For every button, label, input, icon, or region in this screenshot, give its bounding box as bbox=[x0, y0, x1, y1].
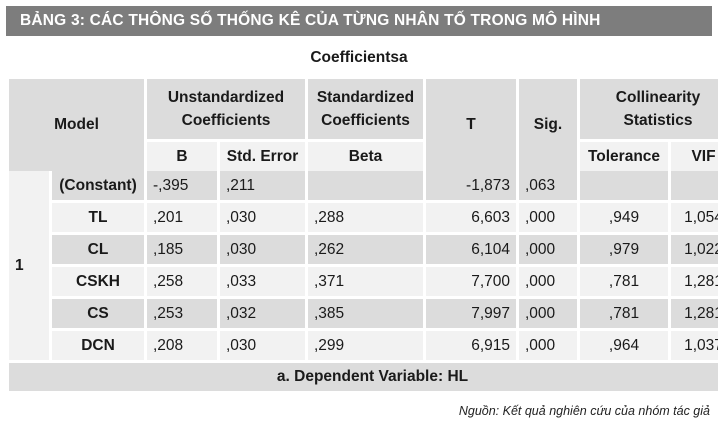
cell-vif: 1,054 bbox=[671, 203, 718, 232]
cell-tolerance bbox=[580, 171, 668, 200]
cell-beta bbox=[308, 171, 423, 200]
cell-vif: 1,022 bbox=[671, 235, 718, 264]
table-row: DCN ,208 ,030 ,299 6,915 ,000 ,964 1,037 bbox=[9, 331, 718, 360]
row-label: (Constant) bbox=[52, 171, 144, 200]
cell-std-error: ,030 bbox=[220, 235, 305, 264]
cell-b: ,208 bbox=[147, 331, 217, 360]
cell-std-error: ,030 bbox=[220, 203, 305, 232]
cell-beta: ,299 bbox=[308, 331, 423, 360]
header-model: Model bbox=[9, 79, 144, 171]
table-row: CL ,185 ,030 ,262 6,104 ,000 ,979 1,022 bbox=[9, 235, 718, 264]
cell-vif bbox=[671, 171, 718, 200]
cell-sig: ,063 bbox=[519, 171, 577, 200]
table-row: TL ,201 ,030 ,288 6,603 ,000 ,949 1,054 bbox=[9, 203, 718, 232]
header-b: B bbox=[147, 142, 217, 171]
cell-tolerance: ,781 bbox=[580, 299, 668, 328]
cell-t: 6,104 bbox=[426, 235, 516, 264]
cell-sig: ,000 bbox=[519, 203, 577, 232]
cell-t: -1,873 bbox=[426, 171, 516, 200]
header-unstandardized: Unstandardized Coefficients bbox=[147, 79, 305, 139]
table-row: 1 (Constant) -,395 ,211 -1,873 ,063 bbox=[9, 171, 718, 360]
row-label: CS bbox=[52, 299, 144, 328]
header-vif: VIF bbox=[671, 142, 718, 171]
row-label: DCN bbox=[52, 331, 144, 360]
cell-b: -,395 bbox=[147, 171, 217, 200]
cell-std-error: ,032 bbox=[220, 299, 305, 328]
table-row: CSKH ,258 ,033 ,371 7,700 ,000 ,781 1,28… bbox=[9, 267, 718, 296]
table-title: BẢNG 3: CÁC THÔNG SỐ THỐNG KÊ CỦA TỪNG N… bbox=[6, 6, 712, 36]
cell-beta: ,385 bbox=[308, 299, 423, 328]
cell-sig: ,000 bbox=[519, 331, 577, 360]
cell-beta: ,371 bbox=[308, 267, 423, 296]
cell-std-error: ,211 bbox=[220, 171, 305, 200]
cell-b: ,201 bbox=[147, 203, 217, 232]
header-sig: Sig. bbox=[519, 79, 577, 171]
cell-sig: ,000 bbox=[519, 299, 577, 328]
cell-b: ,253 bbox=[147, 299, 217, 328]
table-footnote: a. Dependent Variable: HL bbox=[9, 363, 718, 391]
cell-vif: 1,037 bbox=[671, 331, 718, 360]
cell-vif: 1,281 bbox=[671, 299, 718, 328]
cell-t: 6,915 bbox=[426, 331, 516, 360]
header-collinearity: Collinearity Statistics bbox=[580, 79, 718, 139]
table-row: CS ,253 ,032 ,385 7,997 ,000 ,781 1,281 bbox=[9, 299, 718, 328]
header-tolerance: Tolerance bbox=[580, 142, 668, 171]
cell-tolerance: ,964 bbox=[580, 331, 668, 360]
cell-beta: ,262 bbox=[308, 235, 423, 264]
cell-tolerance: ,949 bbox=[580, 203, 668, 232]
header-std-error: Std. Error bbox=[220, 142, 305, 171]
coefficients-table: Model Unstandardized Coefficients Standa… bbox=[6, 76, 718, 174]
row-label: CSKH bbox=[52, 267, 144, 296]
cell-std-error: ,033 bbox=[220, 267, 305, 296]
header-standardized: Standardized Coefficients bbox=[308, 79, 423, 139]
cell-sig: ,000 bbox=[519, 235, 577, 264]
table-caption: Coefficientsa bbox=[310, 49, 408, 66]
cell-t: 7,700 bbox=[426, 267, 516, 296]
row-label: CL bbox=[52, 235, 144, 264]
coefficients-body bbox=[6, 76, 718, 174]
source-note: Nguồn: Kết quả nghiên cứu của nhóm tác g… bbox=[458, 404, 710, 418]
cell-tolerance: ,979 bbox=[580, 235, 668, 264]
cell-t: 7,997 bbox=[426, 299, 516, 328]
coefficients-data: 1 (Constant) -,395 ,211 -1,873 ,063 TL ,… bbox=[6, 168, 718, 394]
cell-tolerance: ,781 bbox=[580, 267, 668, 296]
row-label: TL bbox=[52, 203, 144, 232]
model-number: 1 bbox=[9, 171, 49, 360]
cell-b: ,258 bbox=[147, 267, 217, 296]
header-beta: Beta bbox=[308, 142, 423, 171]
cell-vif: 1,281 bbox=[671, 267, 718, 296]
cell-beta: ,288 bbox=[308, 203, 423, 232]
header-t: T bbox=[426, 79, 516, 171]
cell-b: ,185 bbox=[147, 235, 217, 264]
cell-t: 6,603 bbox=[426, 203, 516, 232]
cell-sig: ,000 bbox=[519, 267, 577, 296]
cell-std-error: ,030 bbox=[220, 331, 305, 360]
